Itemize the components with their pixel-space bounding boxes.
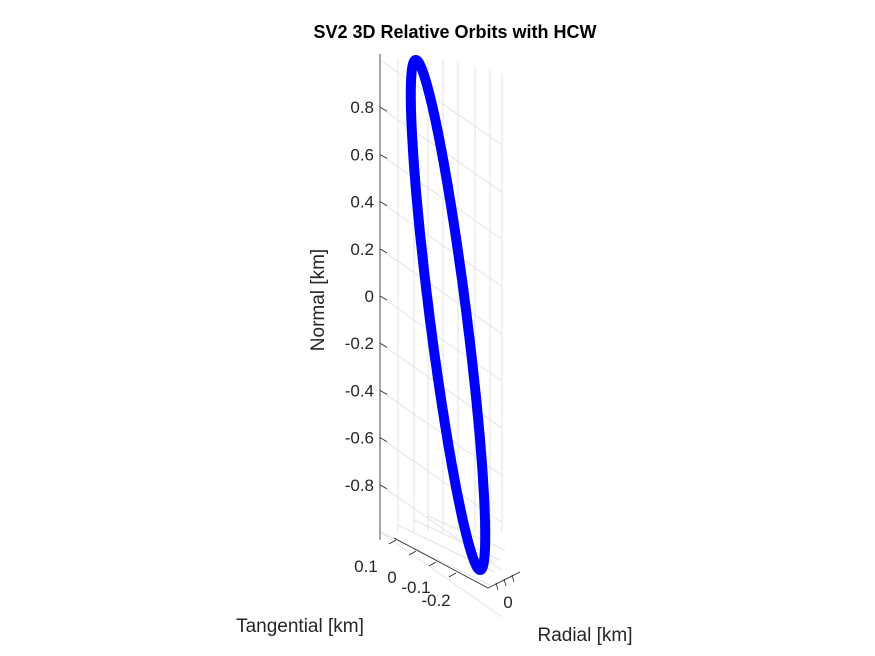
y-tick-mark bbox=[428, 561, 437, 567]
x-tick-mark bbox=[503, 578, 507, 587]
grid-line-horizontal bbox=[379, 295, 503, 382]
axes bbox=[379, 54, 521, 589]
x-tick-mark bbox=[511, 574, 515, 583]
y-tick-label: -0.2 bbox=[421, 591, 450, 610]
z-tick-label: 0.6 bbox=[350, 145, 374, 164]
grid-line-horizontal bbox=[379, 531, 503, 618]
z-tick-mark bbox=[379, 342, 388, 348]
y-tick-label: 0 bbox=[387, 568, 396, 587]
y-tick-mark bbox=[408, 550, 417, 556]
z-tick-mark bbox=[379, 154, 388, 159]
z-tick-label: 0.4 bbox=[350, 193, 374, 212]
grid-line-horizontal bbox=[379, 59, 503, 146]
z-tick-mark bbox=[379, 295, 388, 301]
y-tick-mark bbox=[448, 572, 457, 578]
grid-line-horizontal bbox=[379, 248, 503, 335]
z-tick-label: -0.6 bbox=[345, 429, 374, 448]
x-axis-label: Radial [km] bbox=[537, 625, 632, 646]
chart-title: SV2 3D Relative Orbits with HCW bbox=[313, 22, 596, 42]
grid-line-horizontal bbox=[379, 201, 503, 288]
y-axis-label: Tangential [km] bbox=[236, 616, 364, 637]
z-tick-label: 0.8 bbox=[350, 98, 374, 117]
x-tick-mark bbox=[495, 582, 499, 591]
grid-line-floor bbox=[379, 531, 491, 586]
y-tick-label: -0.1 bbox=[401, 578, 430, 597]
z-tick-label: -0.2 bbox=[345, 334, 374, 353]
y-axis-ticks: 0.1 0 -0.1-0.2 bbox=[354, 539, 457, 610]
z-tick-label: 0 bbox=[365, 287, 374, 306]
z-tick-label: 0.2 bbox=[350, 240, 374, 259]
orbit-trajectory bbox=[405, 55, 491, 575]
y-tick-label: 0.1 bbox=[354, 557, 378, 576]
z-tick-mark bbox=[379, 106, 388, 112]
z-axis-label: Normal [km] bbox=[308, 249, 329, 351]
y-tick-mark bbox=[388, 539, 397, 545]
z-tick-mark bbox=[379, 484, 388, 490]
z-tick-label: -0.8 bbox=[345, 476, 374, 495]
z-tick-label: -0.4 bbox=[345, 381, 374, 400]
y-axis-line bbox=[393, 537, 489, 589]
z-tick-mark bbox=[379, 201, 388, 206]
x-tick-label: 0 bbox=[503, 593, 512, 612]
series-group bbox=[405, 55, 491, 575]
x-axis-ticks: 0 bbox=[495, 574, 515, 612]
z-tick-mark bbox=[379, 390, 388, 395]
z-axis-ticks: 0.8 0.6 0.4 0.2 0 -0.2 -0.4 -0.6 -0.8 bbox=[345, 98, 388, 495]
z-tick-mark bbox=[379, 248, 388, 254]
grid-line-horizontal bbox=[379, 153, 503, 240]
z-tick-mark bbox=[379, 437, 388, 442]
